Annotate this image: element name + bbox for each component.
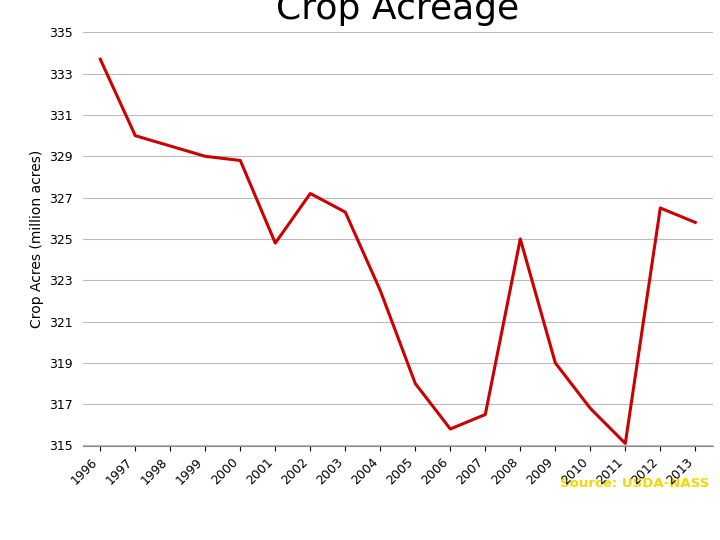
Text: Source: USDA-NASS: Source: USDA-NASS (560, 477, 709, 490)
Title: Crop Acreage: Crop Acreage (276, 0, 519, 25)
Text: Ag Decision Maker: Ag Decision Maker (554, 513, 709, 530)
Y-axis label: Crop Acres (million acres): Crop Acres (million acres) (30, 150, 44, 328)
Text: Extension and Outreach/Department of Economics: Extension and Outreach/Department of Eco… (11, 513, 310, 526)
Text: Iowa State University: Iowa State University (11, 477, 227, 495)
